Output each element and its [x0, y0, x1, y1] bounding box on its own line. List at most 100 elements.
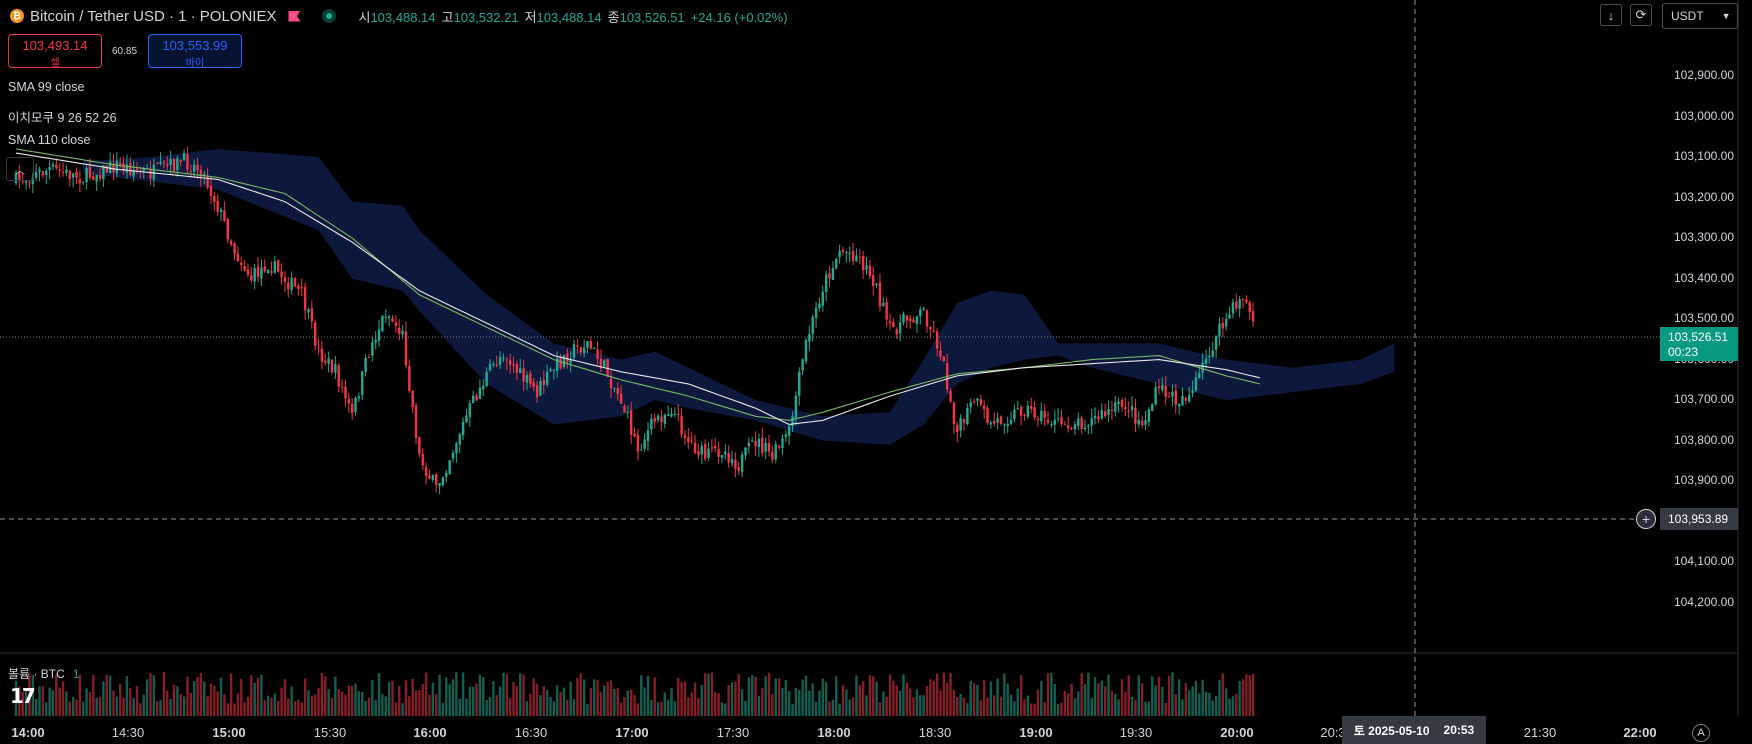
candle-body	[367, 356, 371, 358]
candle-body	[1174, 390, 1177, 406]
price-axis-label: 103,300.00	[1673, 230, 1734, 244]
sell-button[interactable]: 103,493.14 셀	[8, 34, 102, 69]
volume-bar	[586, 703, 589, 716]
candle-body	[492, 363, 495, 365]
volume-bar	[135, 686, 139, 716]
volume-bar	[1171, 672, 1174, 716]
indicator-sma99-label[interactable]: SMA 99 close	[8, 80, 85, 94]
candle-body	[461, 421, 465, 436]
candle-body	[253, 268, 256, 282]
buy-button[interactable]: 103,553.99 바이	[148, 34, 242, 69]
volume-bar	[529, 693, 532, 716]
volume-bar	[129, 688, 132, 716]
candle-body	[892, 322, 895, 328]
time-axis-label: 15:00	[212, 725, 246, 740]
volume-bar	[835, 676, 838, 716]
volume-bar	[905, 682, 909, 716]
candle-body	[898, 322, 902, 334]
volume-bar	[142, 694, 145, 716]
market-status-icon[interactable]	[322, 9, 337, 23]
flag-icon[interactable]	[288, 10, 301, 22]
volume-bar	[653, 677, 656, 716]
symbol-title[interactable]: Bitcoin / Tether USD · 1 · POLONIEX	[30, 7, 277, 25]
candle-body	[925, 310, 929, 327]
candle-body	[993, 420, 996, 424]
volume-bar	[902, 674, 905, 716]
candle-body	[512, 364, 515, 366]
volume-bar	[579, 673, 582, 716]
tradingview-logo[interactable]: 17	[10, 684, 36, 708]
collapse-legend-button[interactable]: ︿	[6, 157, 34, 181]
volume-bar	[1225, 688, 1228, 716]
volume-legend[interactable]: 볼륨 · BTC 1	[8, 665, 79, 682]
candle-body	[787, 426, 791, 436]
volume-bar	[572, 699, 576, 716]
volume-bar	[582, 679, 586, 716]
volume-bar	[58, 687, 61, 716]
refresh-button[interactable]: ⟳	[1630, 4, 1652, 26]
candle-body	[250, 275, 253, 281]
volume-bar	[1103, 686, 1107, 716]
candle-body	[61, 171, 65, 173]
volume-bar	[1114, 693, 1117, 716]
volume-bar	[818, 690, 821, 716]
volume-bar	[337, 689, 340, 716]
volume-bar	[929, 679, 932, 716]
volume-bar	[492, 681, 495, 716]
candle-body	[724, 451, 727, 455]
volume-bar	[643, 687, 646, 716]
volume-bar	[250, 675, 253, 716]
candle-body	[189, 170, 193, 172]
candle-body	[71, 173, 75, 178]
close-key: 종	[607, 9, 620, 25]
candle-body	[1177, 403, 1181, 407]
candle-body	[340, 386, 344, 388]
candle-body	[522, 368, 525, 382]
candle-body	[28, 182, 31, 184]
volume-bar	[1147, 701, 1151, 716]
time-axis-label: 18:00	[817, 725, 851, 740]
volume-bar	[740, 689, 744, 716]
currency-select[interactable]: USDT ▼	[1662, 3, 1738, 29]
volume-bar	[660, 701, 663, 716]
volume-bar	[566, 699, 569, 716]
open-key: 시	[358, 9, 371, 25]
candle-body	[1090, 418, 1093, 426]
candle-body	[387, 316, 391, 318]
price-axis-label: 103,200.00	[1673, 189, 1734, 204]
candle-body	[300, 287, 303, 289]
volume-bar	[108, 675, 112, 716]
volume-bar	[512, 681, 515, 716]
candle-body	[848, 252, 851, 254]
candle-body	[1033, 407, 1036, 418]
volume-bar	[1046, 673, 1050, 716]
volume-bar	[14, 680, 18, 716]
candle-body	[152, 164, 156, 180]
candle-body	[435, 474, 438, 485]
add-alert-button[interactable]: +	[1636, 509, 1656, 529]
volume-bar	[408, 696, 411, 716]
candle-body	[599, 358, 603, 369]
volume-bar	[1140, 683, 1144, 716]
candle-body	[196, 165, 199, 171]
indicator-ichimoku-label[interactable]: 이치모쿠 9 26 52 26	[8, 111, 117, 125]
volume-bar	[1016, 688, 1019, 716]
volume-bar	[851, 697, 855, 716]
volume-bar	[972, 683, 976, 716]
volume-bar	[1067, 693, 1070, 716]
candle-body	[1083, 427, 1087, 429]
volume-bar	[603, 685, 606, 716]
download-button[interactable]: ↓	[1600, 4, 1622, 26]
candle-body	[502, 357, 505, 359]
volume-bar	[915, 689, 919, 716]
volume-bar	[781, 687, 784, 716]
volume-bar	[777, 678, 781, 716]
indicator-sma110-label[interactable]: SMA 110 close	[8, 133, 91, 147]
chart-guides	[0, 0, 1739, 716]
auto-scale-icon[interactable]: A	[1692, 724, 1710, 742]
candle-body	[48, 167, 51, 170]
candle-body	[593, 348, 596, 350]
candle-body	[710, 447, 714, 449]
candle-body	[488, 364, 492, 371]
